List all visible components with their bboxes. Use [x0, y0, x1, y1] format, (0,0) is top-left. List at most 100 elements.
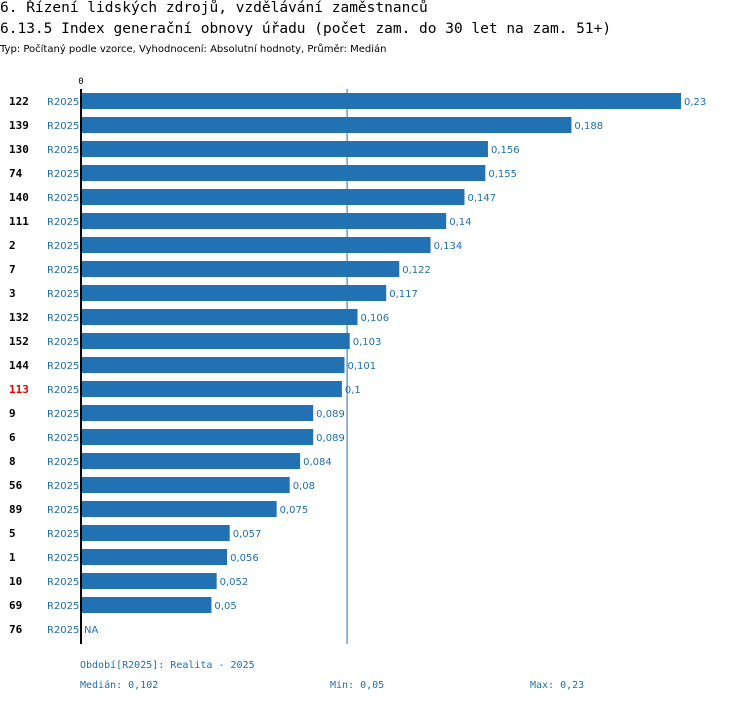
- category-label: 144: [9, 359, 29, 372]
- bar: [81, 117, 572, 133]
- bar: [81, 285, 387, 301]
- data-label: 0,134: [434, 241, 463, 252]
- data-label: 0,106: [361, 313, 390, 324]
- bar: [81, 141, 488, 157]
- period-label: R2025: [47, 529, 79, 540]
- period-label: R2025: [47, 97, 79, 108]
- bar: [81, 93, 681, 109]
- chart-title: 6.13.5 Index generační obnovy úřadu (poč…: [0, 21, 612, 37]
- data-label: 0,05: [214, 601, 236, 612]
- axis-zero-label: 0: [78, 77, 83, 87]
- category-label: 7: [9, 263, 16, 276]
- bar: [81, 477, 290, 493]
- period-label: R2025: [47, 169, 79, 180]
- period-label: R2025: [47, 313, 79, 324]
- category-label: 139: [9, 119, 29, 132]
- data-label: 0,089: [316, 433, 345, 444]
- data-label: 0,057: [233, 529, 262, 540]
- data-label: 0,084: [303, 457, 332, 468]
- category-label: 89: [9, 503, 22, 516]
- data-label: NA: [84, 625, 98, 636]
- bar: [81, 261, 400, 277]
- bar: [81, 573, 217, 589]
- category-label: 2: [9, 239, 16, 252]
- bar: [81, 429, 314, 445]
- bar: [81, 525, 230, 541]
- data-label: 0,08: [293, 481, 315, 492]
- data-label: 0,188: [574, 121, 603, 132]
- page-title: 6. Řízení lidských zdrojů, vzdělávání za…: [0, 0, 428, 16]
- period-label: R2025: [47, 481, 79, 492]
- data-label: 0,1: [345, 385, 361, 396]
- category-label: 152: [9, 335, 29, 348]
- bar: [81, 597, 212, 613]
- data-label: 0,156: [491, 145, 520, 156]
- category-label: 76: [9, 623, 23, 636]
- category-label: 122: [9, 95, 29, 108]
- period-label: R2025: [47, 553, 79, 564]
- bar: [81, 165, 486, 181]
- period-label: R2025: [47, 625, 79, 636]
- category-label: 74: [9, 167, 23, 180]
- category-label: 132: [9, 311, 29, 324]
- footer-min: Min: 0,05: [330, 680, 385, 691]
- period-label: R2025: [47, 121, 79, 132]
- period-label: R2025: [47, 601, 79, 612]
- category-label: 6: [9, 431, 16, 444]
- category-label: 1: [9, 551, 16, 564]
- category-label: 140: [9, 191, 29, 204]
- data-label: 0,075: [280, 505, 309, 516]
- period-label: R2025: [47, 577, 79, 588]
- bar: [81, 453, 301, 469]
- data-label: 0,103: [353, 337, 382, 348]
- category-label: 130: [9, 143, 29, 156]
- category-label: 56: [9, 479, 23, 492]
- bar: [81, 333, 350, 349]
- bar: [81, 405, 314, 421]
- data-label: 0,052: [220, 577, 249, 588]
- footer-period: Období[R2025]: Realita - 2025: [80, 660, 255, 671]
- chart-type-line: Typ: Počítaný podle vzorce, Vyhodnocení:…: [0, 44, 387, 55]
- period-label: R2025: [47, 241, 79, 252]
- bar: [81, 309, 358, 325]
- period-label: R2025: [47, 385, 79, 396]
- data-label: 0,089: [316, 409, 345, 420]
- period-label: R2025: [47, 193, 79, 204]
- period-label: R2025: [47, 289, 79, 300]
- period-label: R2025: [47, 265, 79, 276]
- data-label: 0,147: [467, 193, 496, 204]
- data-label: 0,14: [449, 217, 471, 228]
- bar: [81, 501, 277, 517]
- footer-max: Max: 0,23: [530, 680, 585, 691]
- data-label: 0,056: [230, 553, 259, 564]
- category-label: 5: [9, 527, 16, 540]
- data-label: 0,101: [347, 361, 376, 372]
- category-label: 113: [9, 383, 29, 396]
- bar: [81, 357, 345, 373]
- bar: [81, 237, 431, 253]
- footer-median: Medián: 0,102: [80, 680, 159, 691]
- period-label: R2025: [47, 337, 79, 348]
- period-label: R2025: [47, 433, 79, 444]
- period-label: R2025: [47, 361, 79, 372]
- bar: [81, 381, 342, 397]
- category-label: 10: [9, 575, 22, 588]
- period-label: R2025: [47, 457, 79, 468]
- period-label: R2025: [47, 409, 79, 420]
- period-label: R2025: [47, 217, 79, 228]
- data-label: 0,117: [389, 289, 418, 300]
- data-label: 0,23: [684, 97, 706, 108]
- category-label: 111: [9, 215, 29, 228]
- category-label: 3: [9, 287, 16, 300]
- category-label: 9: [9, 407, 16, 420]
- period-label: R2025: [47, 505, 79, 516]
- period-label: R2025: [47, 145, 79, 156]
- data-label: 0,155: [488, 169, 517, 180]
- bar: [81, 213, 447, 229]
- data-label: 0,122: [402, 265, 431, 276]
- bar: [81, 549, 228, 565]
- bar: [81, 189, 465, 205]
- category-label: 69: [9, 599, 22, 612]
- category-label: 8: [9, 455, 16, 468]
